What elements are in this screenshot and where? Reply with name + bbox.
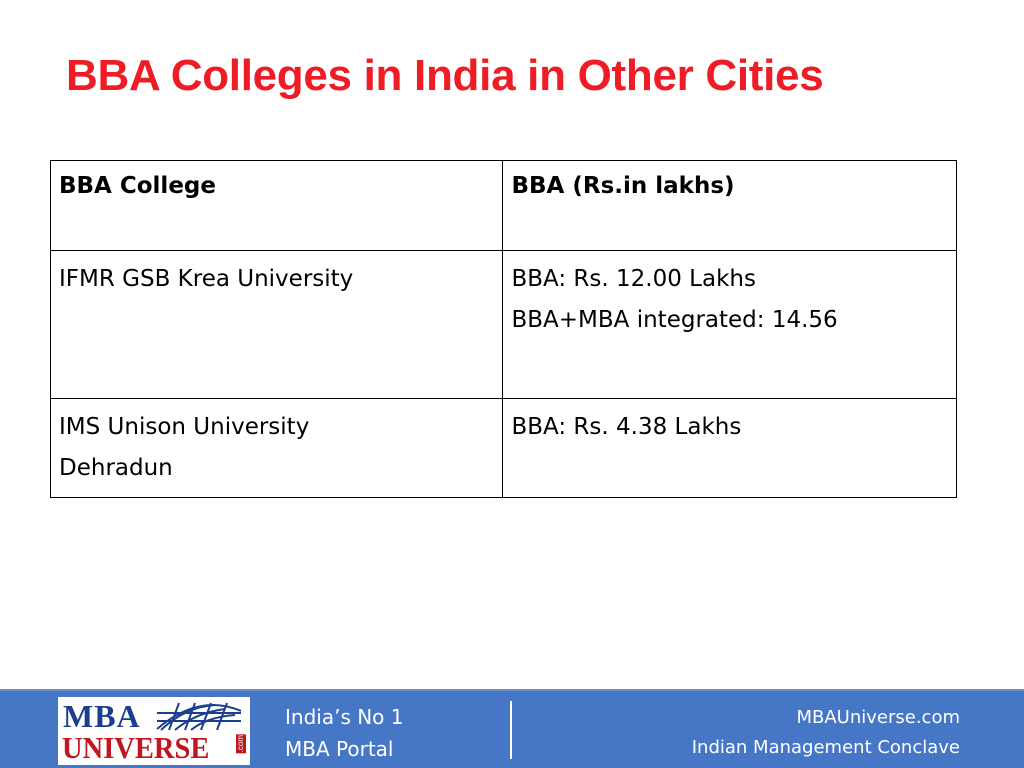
logo-text-bottom: UNIVERSE	[62, 730, 210, 765]
mbauniverse-logo: MBA UNIVERSE .com	[58, 697, 250, 765]
footer-divider	[510, 701, 512, 759]
slide-title: BBA Colleges in India in Other Cities	[66, 51, 824, 100]
fee-line: BBA: Rs. 12.00 Lakhs	[511, 266, 756, 292]
fee-line: BBA: Rs. 4.38 Lakhs	[511, 414, 742, 440]
college-cell: IMS Unison University Dehradun	[49, 398, 504, 498]
table-header-row: BBA College BBA (Rs.in lakhs)	[49, 160, 957, 251]
footer-bar: MBA UNIVERSE .com	[0, 689, 1024, 768]
logo-bottom-band: UNIVERSE .com	[59, 732, 249, 764]
site-event: Indian Management Conclave	[691, 737, 960, 758]
header-college: BBA College	[49, 160, 504, 251]
logo-text-top: MBA	[63, 698, 141, 734]
site-info: MBAUniverse.com Indian Management Concla…	[692, 703, 960, 763]
college-name: IMS Unison University	[59, 414, 310, 440]
college-city: Dehradun	[59, 455, 173, 481]
table-row: IMS Unison University Dehradun BBA: Rs. …	[49, 398, 957, 498]
logo-suffix: .com	[236, 734, 246, 754]
college-name: IFMR GSB Krea University	[59, 266, 354, 292]
tagline-line: MBA Portal	[285, 737, 394, 761]
fee-line: BBA+MBA integrated: 14.56	[511, 307, 838, 333]
site-url: MBAUniverse.com	[796, 707, 960, 728]
fees-table: BBA College BBA (Rs.in lakhs) IFMR GSB K…	[49, 160, 957, 498]
table-row: IFMR GSB Krea University BBA: Rs. 12.00 …	[49, 250, 957, 399]
fee-cell: BBA: Rs. 4.38 Lakhs	[502, 398, 957, 498]
header-fee: BBA (Rs.in lakhs)	[502, 160, 957, 251]
globe-icon	[156, 702, 242, 731]
fee-cell: BBA: Rs. 12.00 Lakhs BBA+MBA integrated:…	[502, 250, 957, 399]
tagline: India’s No 1 MBA Portal	[285, 701, 404, 765]
tagline-line: India’s No 1	[285, 705, 404, 729]
college-cell: IFMR GSB Krea University	[49, 250, 504, 399]
